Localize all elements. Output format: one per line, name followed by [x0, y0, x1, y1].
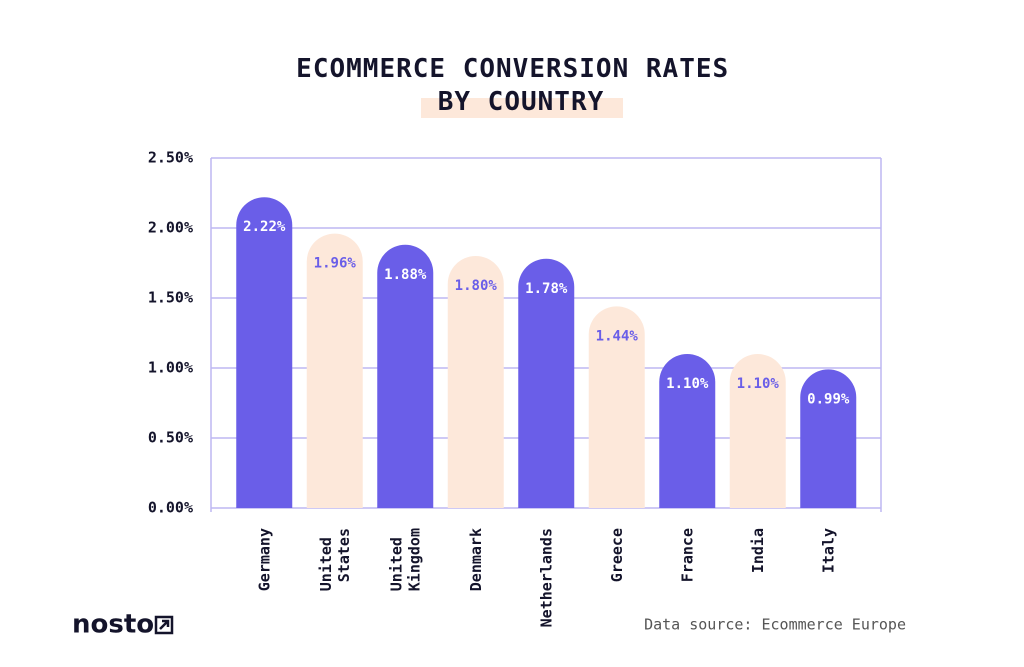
bar — [659, 354, 716, 508]
value-label: 1.96% — [314, 256, 357, 272]
bar — [518, 258, 575, 508]
x-tick-label: Denmark — [466, 528, 484, 591]
value-label: 0.99% — [807, 391, 850, 407]
bar — [729, 354, 786, 508]
y-tick-label: 0.50% — [148, 429, 193, 447]
bar — [800, 369, 857, 508]
chart-title: ECOMMERCE CONVERSION RATES BY COUNTRY — [296, 54, 746, 117]
y-tick-label: 2.00% — [148, 219, 193, 237]
value-label: 1.78% — [525, 281, 568, 297]
x-tick-label: Greece — [607, 528, 625, 582]
logo: nosto — [72, 610, 154, 640]
value-label: 1.80% — [455, 278, 498, 294]
y-tick-label: 2.50% — [148, 149, 193, 167]
x-tick-label: United Kingdom — [387, 528, 423, 591]
source: Data source: Ecommerce Europe — [644, 616, 906, 634]
value-label: 1.44% — [596, 328, 639, 344]
bar — [447, 256, 504, 508]
x-tick-label: Italy — [819, 528, 837, 573]
bar — [306, 233, 363, 508]
y-tick-label: 1.50% — [148, 289, 193, 307]
logo-icon — [154, 615, 174, 635]
y-tick-label: 1.00% — [148, 359, 193, 377]
x-tick-label: Netherlands — [537, 528, 555, 627]
value-label: 1.10% — [666, 376, 709, 392]
x-tick-label: Germany — [255, 528, 273, 591]
bar — [377, 244, 434, 508]
x-tick-label: France — [678, 528, 696, 582]
x-tick-label: United States — [316, 528, 352, 591]
value-label: 2.22% — [243, 219, 286, 235]
value-label: 1.10% — [737, 376, 780, 392]
title-highlight — [421, 98, 623, 118]
value-label: 1.88% — [384, 267, 427, 283]
x-tick-label: India — [748, 528, 766, 573]
y-tick-label: 0.00% — [148, 499, 193, 517]
bar — [588, 306, 645, 508]
bar — [236, 197, 293, 508]
